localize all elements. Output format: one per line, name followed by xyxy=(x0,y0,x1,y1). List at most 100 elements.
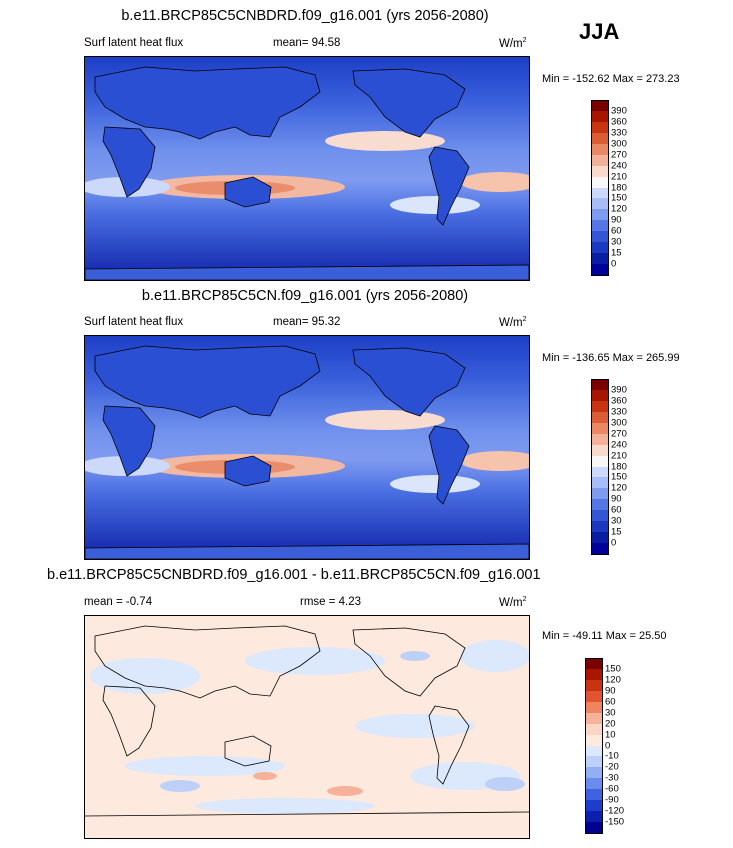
panel-3-mean: mean = -0.74 xyxy=(84,596,153,608)
colorbar-swatch xyxy=(585,767,603,779)
colorbar-label: -150 xyxy=(605,816,625,828)
colorbar-swatch xyxy=(591,477,609,489)
colorbar-swatch xyxy=(591,466,609,478)
panel-2-map xyxy=(84,335,530,560)
colorbar-label: 150 xyxy=(611,471,627,483)
colorbar-label: 15 xyxy=(611,247,622,259)
colorbar-swatch xyxy=(591,220,609,232)
colorbar-label: 330 xyxy=(611,406,627,418)
colorbar-label: 90 xyxy=(611,493,622,505)
panel-2-title: b.e11.BRCP85C5CN.f09_g16.001 (yrs 2056-2… xyxy=(141,288,469,304)
panel-1-units: W/m2 xyxy=(499,37,527,50)
colorbar-label: 240 xyxy=(611,439,627,451)
colorbar-swatch xyxy=(585,756,603,768)
colorbar-swatch xyxy=(591,187,609,199)
colorbar-label: 210 xyxy=(611,171,627,183)
colorbar-label: 30 xyxy=(611,515,622,527)
colorbar-label: -60 xyxy=(605,783,619,795)
season-label: JJA xyxy=(579,19,620,44)
colorbar-swatch xyxy=(591,499,609,511)
colorbar-label: 300 xyxy=(611,417,627,429)
colorbar-label: -10 xyxy=(605,750,619,762)
panel-2-colorbar: 390 360 330 300 270 240 210 180 150 120 90 60 30 15 0 xyxy=(591,379,701,555)
colorbar-swatch xyxy=(585,789,603,801)
colorbar-label: 390 xyxy=(611,384,627,396)
colorbar-swatch xyxy=(591,242,609,254)
colorbar-swatch xyxy=(591,121,609,134)
colorbar-swatch xyxy=(591,510,609,522)
colorbar-label: 210 xyxy=(611,450,627,462)
colorbar-label: 90 xyxy=(611,214,622,226)
colorbar-swatch xyxy=(591,264,609,276)
colorbar-label: 60 xyxy=(611,225,622,237)
colorbar-swatch xyxy=(591,154,609,167)
colorbar-label: -120 xyxy=(605,805,625,817)
colorbar-label: -20 xyxy=(605,761,619,773)
panel-3-colorbar: 150 120 90 60 30 20 10 0 -10 -20 -30 -60 -90 -120 -150 xyxy=(585,658,695,834)
colorbar-swatch xyxy=(591,389,609,402)
panel-2-variable: Surf latent heat flux xyxy=(84,316,184,328)
colorbar-swatch xyxy=(591,100,609,112)
colorbar-label: 20 xyxy=(605,718,616,730)
colorbar-label: 330 xyxy=(611,127,627,139)
colorbar-label: 120 xyxy=(611,203,627,215)
colorbar-label: 10 xyxy=(605,729,616,741)
colorbar-swatch xyxy=(585,658,603,670)
panel-1-title: b.e11.BRCP85C5CNBDRD.f09_g16.001 (yrs 20… xyxy=(121,8,489,24)
colorbar-swatch xyxy=(591,165,609,178)
panel-1-variable: Surf latent heat flux xyxy=(84,37,184,49)
panel-3-title: b.e11.BRCP85C5CNBDRD.f09_g16.001 - b.e11… xyxy=(47,567,541,583)
colorbar-label: 120 xyxy=(611,482,627,494)
colorbar-label: 150 xyxy=(605,663,621,675)
colorbar-label: 120 xyxy=(605,674,621,686)
colorbar-label: 90 xyxy=(605,685,616,697)
colorbar-label: 240 xyxy=(611,160,627,172)
colorbar-label: 390 xyxy=(611,105,627,117)
colorbar-label: 300 xyxy=(611,138,627,150)
colorbar-swatch xyxy=(585,668,603,681)
colorbar-label: 60 xyxy=(605,696,616,708)
colorbar-swatch xyxy=(585,778,603,790)
colorbar-swatch xyxy=(591,143,609,156)
colorbar-swatch xyxy=(591,433,609,446)
panel-3-map xyxy=(84,615,530,839)
colorbar-label: 0 xyxy=(611,258,617,270)
colorbar-label: 15 xyxy=(611,526,622,538)
colorbar-swatch xyxy=(585,723,603,736)
colorbar-swatch xyxy=(591,132,609,145)
colorbar-swatch xyxy=(591,379,609,391)
colorbar-swatch xyxy=(585,679,603,692)
panel-3-minmax: Min = -49.11 Max = 25.50 xyxy=(542,630,667,642)
colorbar-swatch xyxy=(591,400,609,413)
colorbar-swatch xyxy=(591,521,609,533)
colorbar-label: 180 xyxy=(611,461,627,472)
colorbar-label: -90 xyxy=(605,794,619,806)
colorbar-swatch xyxy=(585,712,603,725)
panel-1-minmax: Min = -152.62 Max = 273.23 xyxy=(542,73,680,85)
panel-1-mean: mean= 94.58 xyxy=(273,37,341,49)
colorbar-label: 360 xyxy=(611,116,627,128)
colorbar-swatch xyxy=(585,800,603,812)
colorbar-swatch xyxy=(585,745,603,757)
colorbar-swatch xyxy=(591,543,609,555)
colorbar-swatch xyxy=(585,822,603,834)
colorbar-swatch xyxy=(585,690,603,703)
colorbar-label: 30 xyxy=(605,707,616,719)
colorbar-label: -30 xyxy=(605,772,619,784)
colorbar-swatch xyxy=(585,734,603,746)
colorbar-swatch xyxy=(585,811,603,823)
colorbar-swatch xyxy=(591,198,609,210)
panel-3-units: W/m2 xyxy=(499,596,527,609)
colorbar-swatch xyxy=(591,422,609,435)
panel-2-mean: mean= 95.32 xyxy=(273,316,341,328)
colorbar-swatch xyxy=(591,455,609,467)
colorbar-label: 0 xyxy=(605,740,611,751)
colorbar-swatch xyxy=(591,444,609,457)
panel-2-minmax: Min = -136.65 Max = 265.99 xyxy=(542,352,680,364)
colorbar-swatch xyxy=(591,532,609,544)
colorbar-swatch xyxy=(591,253,609,265)
colorbar-swatch xyxy=(591,231,609,243)
colorbar-label: 270 xyxy=(611,428,627,440)
panel-2-units: W/m2 xyxy=(499,316,527,329)
colorbar-label: 0 xyxy=(611,537,617,549)
